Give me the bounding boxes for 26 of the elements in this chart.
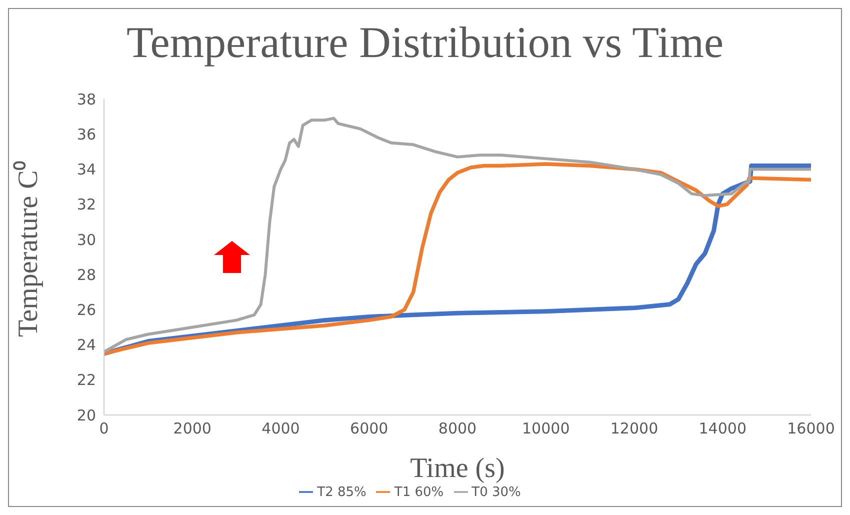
y-tick-label: 26: [76, 300, 96, 319]
chart-title: Temperature Distribution vs Time: [126, 17, 724, 69]
y-tick-label: 24: [76, 336, 96, 354]
x-tick-label: 0: [99, 420, 109, 438]
x-tick-label: 6000: [350, 420, 388, 438]
y-axis-title: Temperature C⁰: [12, 160, 44, 337]
y-tick-label: 28: [76, 266, 96, 284]
x-tick-label: 4000: [262, 420, 300, 438]
legend-label: T1 60%: [394, 485, 444, 500]
x-tick-label: 2000: [173, 420, 212, 438]
y-tick-label: 22: [76, 371, 96, 390]
line-series: [104, 116, 811, 354]
y-tick-label: 34: [76, 160, 96, 179]
legend-label: T2 85%: [317, 485, 366, 500]
legend-label: T0 30%: [472, 485, 521, 500]
x-tick-label: 12000: [610, 420, 658, 438]
y-tick-label: 38: [76, 90, 96, 108]
x-tick-label: 10000: [522, 420, 570, 438]
x-tick-label: 8000: [438, 420, 477, 438]
x-axis-title: Time (s): [410, 453, 505, 484]
y-tick-label: 32: [76, 196, 96, 214]
y-tick-label: 20: [76, 406, 96, 424]
y-tick-label: 30: [76, 230, 96, 249]
x-tick-label: 14000: [698, 420, 746, 438]
x-tick-label: 16000: [787, 420, 835, 438]
y-tick-label: 36: [76, 125, 96, 144]
